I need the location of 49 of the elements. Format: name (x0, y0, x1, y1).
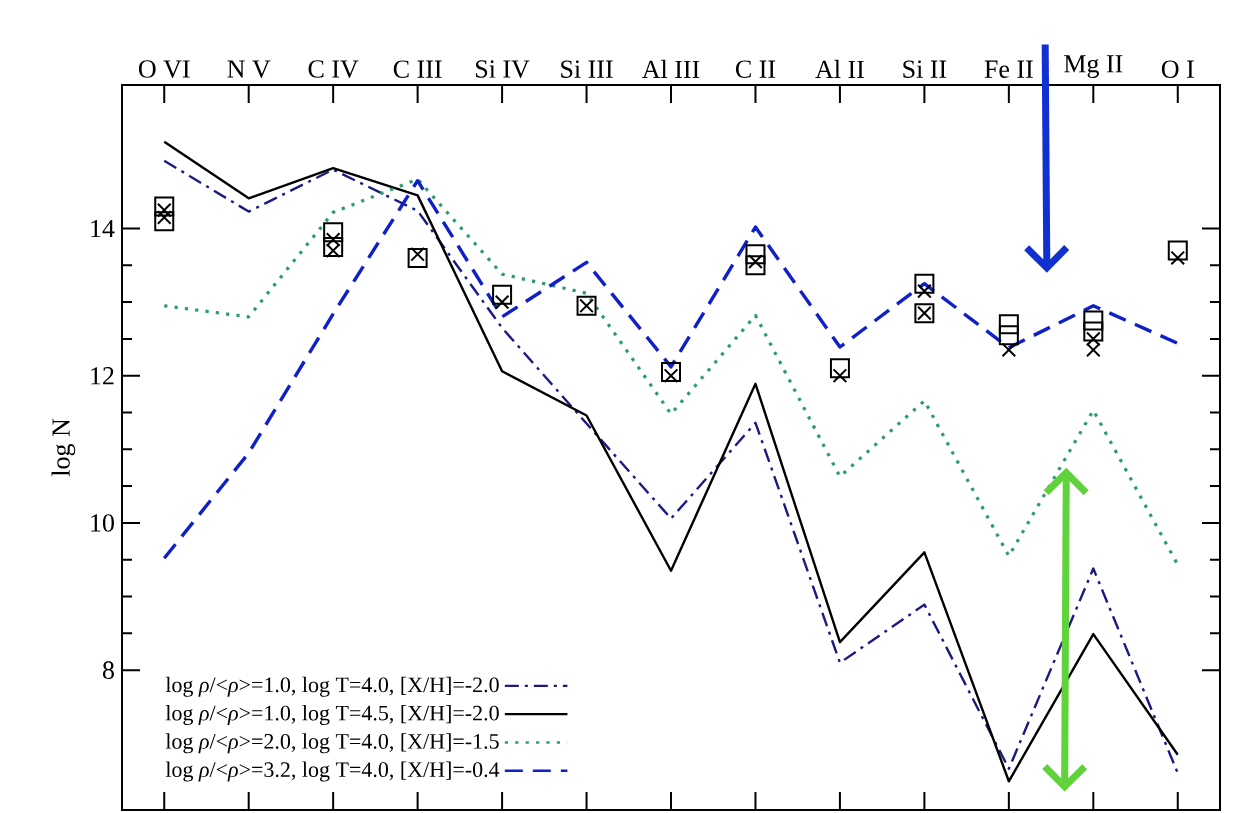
point (1167, 240, 1188, 261)
point (407, 247, 428, 268)
x-tick-label: Al III (642, 59, 700, 78)
point (745, 255, 766, 276)
x-tick-label: Mg II (1064, 55, 1123, 78)
x-tick-label: Si II (903, 60, 947, 78)
y-tick-label: 12 (91, 367, 114, 385)
point (323, 222, 344, 243)
x-tick-label: C II (735, 60, 776, 78)
legend-label: log ρ/<ρ>=3.2, log T=4.0, [X/H]=-0.4 (165, 761, 500, 782)
legend-label: log ρ/<ρ>=2.0, log T=4.0, [X/H]=-1.5 (165, 733, 499, 754)
x-tick-label: Al II (815, 59, 864, 78)
point (998, 314, 1019, 335)
x-tick-label: Si III (561, 60, 613, 78)
x-tick-label: C III (393, 60, 442, 78)
point (661, 362, 682, 383)
y-tick-label: 10 (91, 514, 114, 532)
point (1001, 342, 1017, 358)
x-tick-label: Fe II (984, 60, 1033, 78)
point (1083, 321, 1104, 342)
point (917, 283, 932, 299)
point (323, 236, 344, 257)
point (998, 325, 1019, 346)
point (832, 368, 848, 384)
point (1085, 331, 1101, 347)
y-axis-title: log N (51, 418, 76, 477)
point (494, 294, 510, 310)
point (154, 196, 175, 217)
point (1083, 310, 1104, 331)
x-tick-label: O I (1161, 60, 1194, 78)
legend-label: log ρ/<ρ>=1.0, log T=4.5, [X/H]=-2.0 (165, 705, 499, 726)
point (1085, 342, 1101, 358)
legend-label: log ρ/<ρ>=1.0, log T=4.0, [X/H]=-2.0 (165, 676, 499, 697)
point (748, 254, 763, 269)
x-tick-label: O VI (138, 60, 190, 78)
point (492, 284, 513, 305)
point (325, 232, 341, 247)
point (745, 244, 766, 265)
x-tick-label: Si IV (476, 60, 530, 78)
point (829, 358, 850, 379)
point (914, 273, 935, 294)
y-tick-label: 8 (102, 661, 114, 679)
x-tick-label: N V (227, 60, 271, 78)
point (1170, 250, 1186, 266)
y-tick-label: 14 (91, 219, 115, 238)
point (154, 211, 175, 232)
point (410, 246, 425, 262)
x-tick-label: C IV (308, 60, 359, 78)
point (156, 210, 172, 225)
